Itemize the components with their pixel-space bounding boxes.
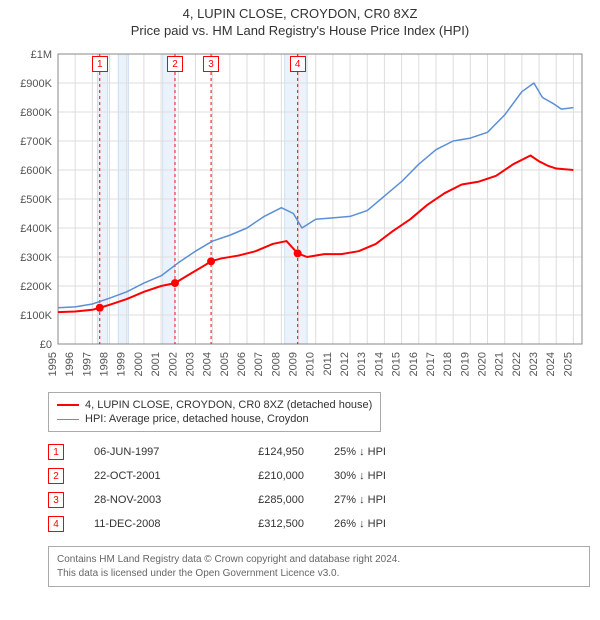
sale-marker-label: 3: [203, 56, 219, 72]
chart-title-subtitle: Price paid vs. HM Land Registry's House …: [0, 23, 600, 38]
chart-title-address: 4, LUPIN CLOSE, CROYDON, CR0 8XZ: [0, 6, 600, 21]
sale-price: £210,000: [224, 470, 304, 482]
legend-label: 4, LUPIN CLOSE, CROYDON, CR0 8XZ (detach…: [85, 399, 372, 411]
svg-text:£400K: £400K: [20, 223, 52, 235]
svg-text:£1M: £1M: [31, 49, 52, 61]
sale-number-badge: 2: [48, 468, 64, 484]
sale-hpi-delta: 27% ↓ HPI: [334, 494, 424, 506]
sale-number-badge: 1: [48, 444, 64, 460]
svg-text:£300K: £300K: [20, 252, 52, 264]
sale-number-badge: 3: [48, 492, 64, 508]
svg-text:2003: 2003: [184, 352, 196, 376]
svg-text:2021: 2021: [494, 352, 506, 376]
sale-date: 28-NOV-2003: [94, 494, 194, 506]
chart-titles: 4, LUPIN CLOSE, CROYDON, CR0 8XZ Price p…: [0, 0, 600, 38]
sales-table: 1 06-JUN-1997 £124,950 25% ↓ HPI 2 22-OCT-200…: [48, 440, 590, 536]
sale-date: 11-DEC-2008: [94, 518, 194, 530]
svg-text:1995: 1995: [47, 352, 59, 376]
svg-text:£200K: £200K: [20, 281, 52, 293]
sale-marker-label: 4: [290, 56, 306, 72]
svg-text:2002: 2002: [167, 352, 179, 376]
svg-text:2013: 2013: [356, 352, 368, 376]
line-chart-svg: £0 £100K £200K £300K £400K £500K £600K £700K £80…: [10, 44, 590, 384]
svg-text:2016: 2016: [408, 352, 420, 376]
svg-text:2005: 2005: [219, 352, 231, 376]
svg-text:2011: 2011: [322, 352, 334, 376]
sale-price: £285,000: [224, 494, 304, 506]
sales-table-row: 1 06-JUN-1997 £124,950 25% ↓ HPI: [48, 440, 590, 464]
svg-text:2012: 2012: [339, 352, 351, 376]
legend-swatch: [57, 419, 79, 420]
svg-text:2019: 2019: [459, 352, 471, 376]
svg-text:1996: 1996: [64, 352, 76, 376]
sale-price: £124,950: [224, 446, 304, 458]
chart-legend: 4, LUPIN CLOSE, CROYDON, CR0 8XZ (detach…: [48, 392, 381, 432]
svg-text:2008: 2008: [270, 352, 282, 376]
sale-hpi-delta: 30% ↓ HPI: [334, 470, 424, 482]
svg-text:2022: 2022: [511, 352, 523, 376]
chart-container: { "titles": { "line1": "4, LUPIN CLOSE, …: [0, 0, 600, 587]
svg-text:2009: 2009: [288, 352, 300, 376]
sale-hpi-delta: 25% ↓ HPI: [334, 446, 424, 458]
sale-number-badge: 4: [48, 516, 64, 532]
sale-hpi-delta: 26% ↓ HPI: [334, 518, 424, 530]
legend-item: 4, LUPIN CLOSE, CROYDON, CR0 8XZ (detach…: [57, 398, 372, 412]
svg-text:2007: 2007: [253, 352, 265, 376]
legend-swatch: [57, 404, 79, 406]
svg-text:£700K: £700K: [20, 136, 52, 148]
sale-marker-label: 2: [167, 56, 183, 72]
chart-plot-area: £0 £100K £200K £300K £400K £500K £600K £700K £80…: [10, 44, 590, 384]
svg-text:2006: 2006: [236, 352, 248, 376]
svg-text:2014: 2014: [373, 352, 385, 376]
svg-text:2001: 2001: [150, 352, 162, 376]
sales-table-row: 2 22-OCT-2001 £210,000 30% ↓ HPI: [48, 464, 590, 488]
svg-text:£500K: £500K: [20, 194, 52, 206]
svg-text:£800K: £800K: [20, 107, 52, 119]
attribution-line-1: Contains HM Land Registry data © Crown c…: [57, 553, 581, 567]
svg-text:£100K: £100K: [20, 310, 52, 322]
svg-text:1998: 1998: [99, 352, 111, 376]
sales-table-row: 4 11-DEC-2008 £312,500 26% ↓ HPI: [48, 512, 590, 536]
svg-text:2018: 2018: [442, 352, 454, 376]
sale-date: 06-JUN-1997: [94, 446, 194, 458]
svg-text:1997: 1997: [81, 352, 93, 376]
svg-text:1999: 1999: [116, 352, 128, 376]
svg-text:2000: 2000: [133, 352, 145, 376]
svg-text:2024: 2024: [545, 352, 557, 376]
attribution-line-2: This data is licensed under the Open Gov…: [57, 567, 581, 581]
svg-text:2017: 2017: [425, 352, 437, 376]
sale-date: 22-OCT-2001: [94, 470, 194, 482]
svg-text:£0: £0: [40, 339, 52, 351]
legend-item: HPI: Average price, detached house, Croy…: [57, 412, 372, 426]
svg-text:£600K: £600K: [20, 165, 52, 177]
svg-text:2020: 2020: [477, 352, 489, 376]
svg-text:2004: 2004: [202, 352, 214, 376]
svg-text:2015: 2015: [391, 352, 403, 376]
data-attribution: Contains HM Land Registry data © Crown c…: [48, 546, 590, 587]
sale-marker-label: 1: [92, 56, 108, 72]
svg-text:2023: 2023: [528, 352, 540, 376]
svg-text:£900K: £900K: [20, 78, 52, 90]
legend-label: HPI: Average price, detached house, Croy…: [85, 413, 309, 425]
svg-text:2025: 2025: [562, 352, 574, 376]
svg-text:2010: 2010: [305, 352, 317, 376]
sales-table-row: 3 28-NOV-2003 £285,000 27% ↓ HPI: [48, 488, 590, 512]
sale-price: £312,500: [224, 518, 304, 530]
